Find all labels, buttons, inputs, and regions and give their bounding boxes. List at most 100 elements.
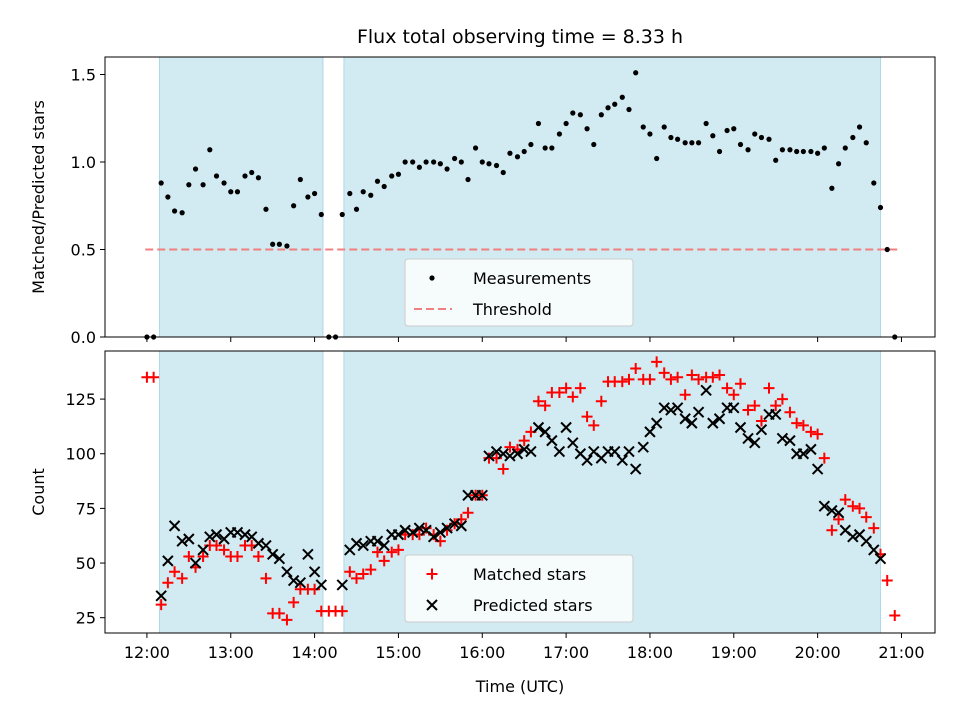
data-point [148,371,160,383]
data-point [204,531,216,543]
data-point [692,406,705,418]
data-point [360,189,366,195]
data-point [591,141,597,148]
data-point [239,528,251,541]
data-point [169,566,181,578]
data-point [242,173,248,179]
data-point [263,206,269,212]
data-point [308,566,321,578]
legend: Matched stars Predicted stars [404,554,634,623]
data-point [357,539,369,552]
data-point [728,389,740,401]
data-point [542,145,548,151]
data-point [284,243,290,249]
x-tick-label: 17:00 [543,643,589,662]
data-point [563,120,569,127]
data-point [598,112,604,118]
data-point [619,94,625,100]
data-point [731,126,737,132]
data-point [521,148,527,155]
data-point [518,435,530,447]
data-point [260,539,272,552]
data-point [511,448,524,460]
data-point [800,148,806,155]
data-point [532,421,545,434]
data-point [528,141,534,148]
data-point [672,371,684,383]
data-point [525,445,537,458]
data-point [336,579,348,591]
y-tick-label: 75 [76,499,96,518]
data-point [420,522,432,534]
data-point [734,421,747,434]
data-point [255,175,262,181]
data-point [514,154,521,160]
data-point [616,454,628,467]
data-point [665,373,677,385]
data-point [532,395,544,407]
data-point [623,373,635,385]
data-point [179,210,185,216]
x-tick-label: 15:00 [375,643,421,662]
observing-window [158,350,324,634]
data-point [612,101,618,107]
data-point [351,572,363,584]
data-point [839,494,851,506]
data-point [234,189,241,195]
data-point [497,448,509,460]
data-point [556,131,563,137]
data-point [826,504,838,517]
x-tick-label: 20:00 [795,643,841,662]
data-point [344,566,356,578]
data-point [218,544,230,556]
data-point [737,141,744,148]
data-point [374,178,381,184]
data-point [507,150,513,156]
data-point [763,382,775,394]
data-point [472,145,479,151]
data-point [658,367,670,379]
data-point [276,241,282,247]
data-point [200,182,206,188]
data-point [863,140,869,146]
data-point [546,434,558,447]
data-point [707,417,719,429]
legend-label: Measurements [473,269,591,288]
data-point [752,131,758,137]
y-tick-label: 1.0 [71,153,96,172]
data-point [833,513,845,525]
data-point [686,417,698,429]
data-point [297,176,303,183]
data-point [155,599,167,611]
data-point [197,544,209,556]
count-panel: 25 50 75 100 125 12:00 13:00 14:00 15:00 16:00 17:… [29,350,936,662]
data-point [406,526,419,539]
data-point [165,194,171,200]
data-point [755,415,767,427]
data-point [535,120,542,127]
data-point [210,528,223,541]
data-point [567,391,579,403]
data-point [689,140,695,146]
legend-frame [404,554,634,623]
data-point [281,566,293,578]
ratio-panel: 0.0 0.5 1.0 1.5 Matched/Predicted stars Measu… [29,56,936,347]
data-point [758,134,765,141]
data-point [434,526,447,539]
data-point [787,147,793,153]
legend-marker [426,568,438,580]
legend: Measurements Threshold [404,258,634,327]
data-point [745,147,751,153]
x-tick-label: 16:00 [459,643,505,662]
data-point [633,70,639,76]
data-point [183,533,195,545]
data-point [679,413,691,425]
y-tick-label: 25 [76,609,96,628]
legend-marker [426,599,438,611]
axes-frame [104,350,936,634]
data-point [518,443,530,456]
data-point [476,489,488,501]
data-point [497,463,509,475]
data-point [784,434,796,447]
